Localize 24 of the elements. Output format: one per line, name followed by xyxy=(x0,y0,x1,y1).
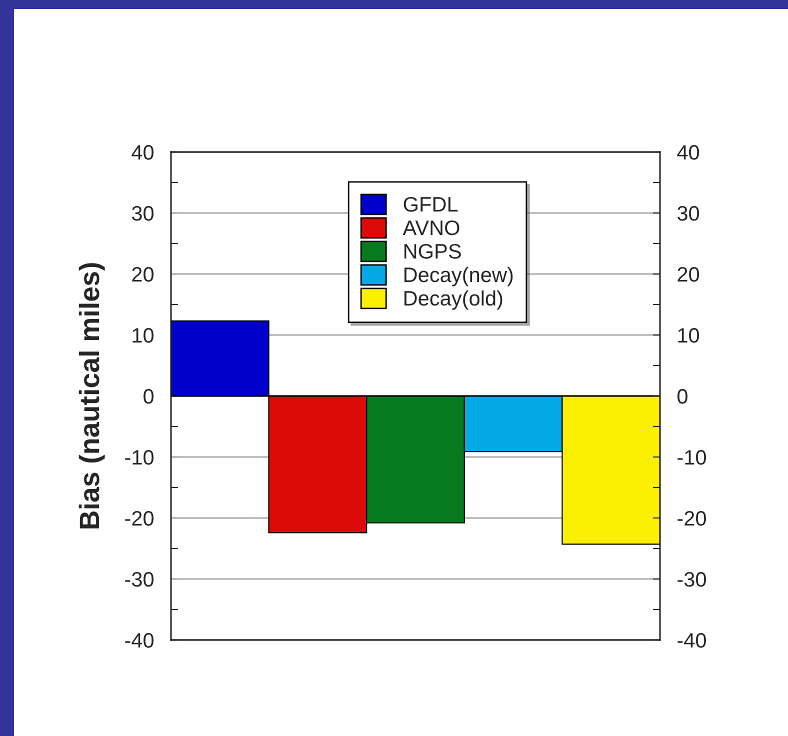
y-tick-label: 0 xyxy=(144,389,154,404)
y2-tick-label: -40 xyxy=(678,633,706,648)
legend-label: NGPS xyxy=(404,244,461,259)
legend-label: GFDL xyxy=(404,196,458,212)
y-tick-label: 30 xyxy=(132,206,154,221)
y2-tick-label: 20 xyxy=(678,267,700,282)
y-tick-label: -30 xyxy=(125,572,154,587)
y-tick-label: 10 xyxy=(132,328,154,343)
y-tick-label: 20 xyxy=(132,267,154,282)
y2-tick-label: 10 xyxy=(678,328,700,343)
legend-label: Decay(old) xyxy=(404,290,502,310)
y2-tick-label: 30 xyxy=(677,206,700,221)
y2-tick-label: -10 xyxy=(678,450,706,465)
y2-tick-label: -20 xyxy=(678,511,706,526)
y-tick-label: -40 xyxy=(125,633,154,648)
legend-label: AVNO xyxy=(402,220,460,236)
y-axis-title: Bias (nautical miles) xyxy=(78,263,105,528)
y2-tick-label: -30 xyxy=(678,572,706,587)
y-tick-label: -10 xyxy=(125,450,154,465)
y2-tick-label: 40 xyxy=(677,145,700,160)
y2-tick-label: 0 xyxy=(677,389,688,404)
y-tick-label: 40 xyxy=(132,145,154,160)
y-tick-label: -20 xyxy=(125,511,154,526)
legend-label: Decay(new) xyxy=(404,266,513,286)
